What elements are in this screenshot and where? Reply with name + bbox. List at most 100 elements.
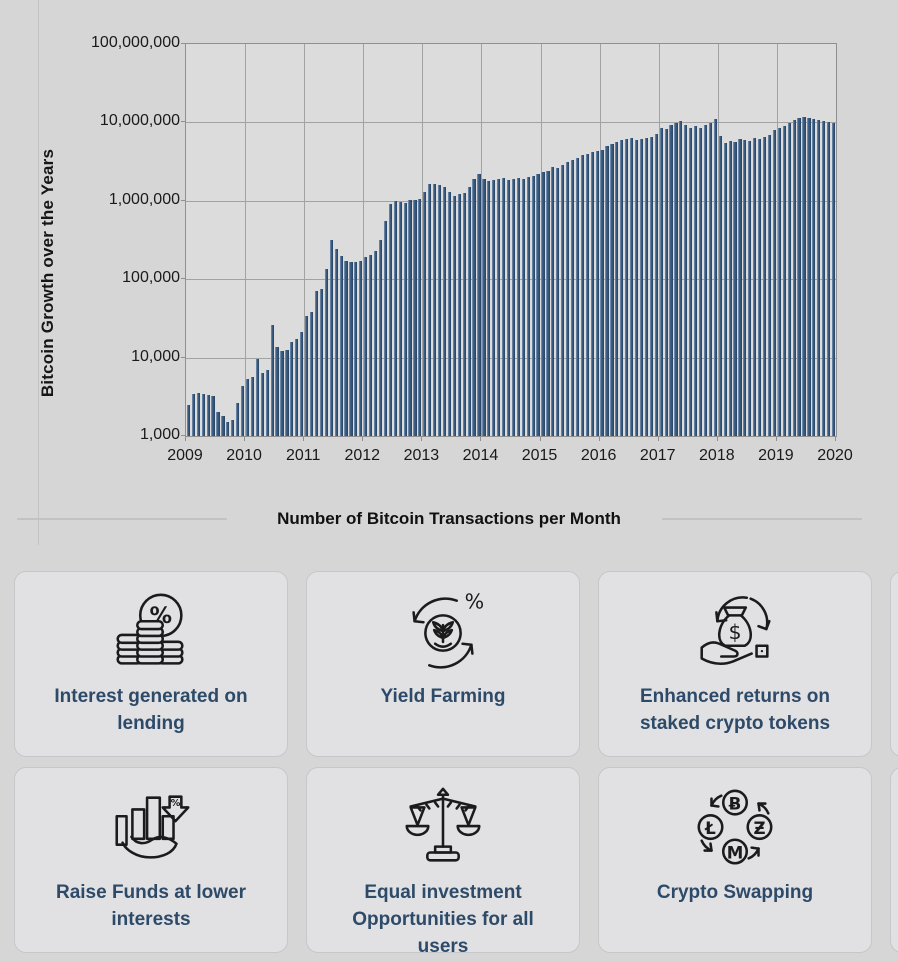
x-tick-mark [716,436,718,441]
bar [280,350,284,436]
bar [383,220,388,436]
bar [733,142,737,436]
gridline-vertical [717,44,719,436]
gridline-vertical [776,44,778,436]
bar [817,119,821,436]
x-tick-label: 2018 [699,447,735,464]
gridline-vertical [599,44,601,436]
bar [580,155,584,436]
bar [753,138,757,436]
bar [245,379,250,436]
bar [309,312,314,436]
card-row-2-overflow [890,767,898,953]
bar [654,134,658,436]
card-equal-investment: Equal investment Opportunities for all u… [306,767,580,957]
bar [275,347,279,436]
bar [610,144,614,436]
x-tick-mark [303,436,305,441]
card-label: Interest generated on lending [54,686,248,734]
bar [472,178,476,436]
x-tick-label: 2017 [639,447,676,464]
balance-scale-icon [405,787,481,862]
bar [305,315,309,436]
bar [231,420,235,436]
x-tick-label: 2020 [817,447,853,464]
x-tick-mark [244,436,246,441]
bar [644,137,648,436]
bar [694,126,698,436]
bar [191,394,195,436]
x-tick-label: 2016 [580,447,617,464]
svg-text:%: % [171,798,181,809]
x-tick-label: 2011 [285,447,321,464]
bar [457,194,461,436]
card-partial-top [890,571,898,757]
x-tick-label: 2010 [226,447,262,464]
bar [423,191,427,436]
card-interest-lending: % Interest generated on le [14,571,288,757]
gridline-vertical [422,44,424,436]
bar [679,121,683,436]
x-tick-mark [362,436,364,441]
bar [738,139,742,436]
card-label: Crypto Swapping [656,882,814,903]
bar [216,411,220,436]
moneybag-hand-cycle-icon: $ [700,596,771,666]
bar [615,142,619,436]
bar [467,187,471,436]
bar [339,255,343,436]
y-tick-label: 100,000 [122,269,180,287]
bitcoin-growth-chart: Bitcoin Growth over the Years 100,000,00… [17,0,862,545]
bar [620,140,624,436]
bar [689,127,693,436]
svg-text:$: $ [728,620,741,644]
bar [536,173,540,436]
bar [767,135,772,436]
gridline-horizontal [186,200,836,202]
bar [221,416,225,436]
bar [369,255,373,436]
svg-text:Ł: Ł [704,819,716,838]
bar [585,153,589,436]
bar [713,119,717,436]
bar [447,191,452,436]
caption-line-left [17,518,227,520]
bar [373,250,378,436]
bar [625,139,629,436]
hand-barchart-discount-icon: % [115,795,190,859]
x-tick-label: 2013 [403,447,440,464]
bar [561,164,565,436]
x-tick-mark [598,436,600,441]
bar [487,180,491,436]
bar [605,146,609,436]
bar [196,393,200,436]
bar [570,160,575,436]
gridline-vertical [363,44,365,436]
bar [270,325,274,436]
gridline-horizontal [186,357,836,359]
bar [797,117,801,436]
y-tick-label: 1,000,000 [108,190,180,208]
y-tick-label: 100,000,000 [91,34,180,51]
bar [782,125,786,436]
bar [758,139,762,436]
bar [334,249,338,436]
bar [201,393,205,436]
bar [728,140,732,436]
card-row-1: % Interest generated on le [14,571,872,757]
bar [359,260,363,436]
svg-text:M: M [727,843,744,862]
y-tick-label: 10,000,000 [99,112,180,130]
x-tick-mark [480,436,482,441]
card-label: Raise Funds at lower interests [55,882,247,930]
bar [403,202,407,436]
bar [265,370,269,436]
bar [634,139,639,436]
gridline-vertical [304,44,306,436]
caption-line-right [662,518,862,520]
bar [674,123,678,436]
bar [590,151,594,436]
plant-cycle-percent-icon: % [412,590,484,669]
bar [452,195,456,436]
card-label: Enhanced returns on staked crypto tokens [639,686,831,734]
